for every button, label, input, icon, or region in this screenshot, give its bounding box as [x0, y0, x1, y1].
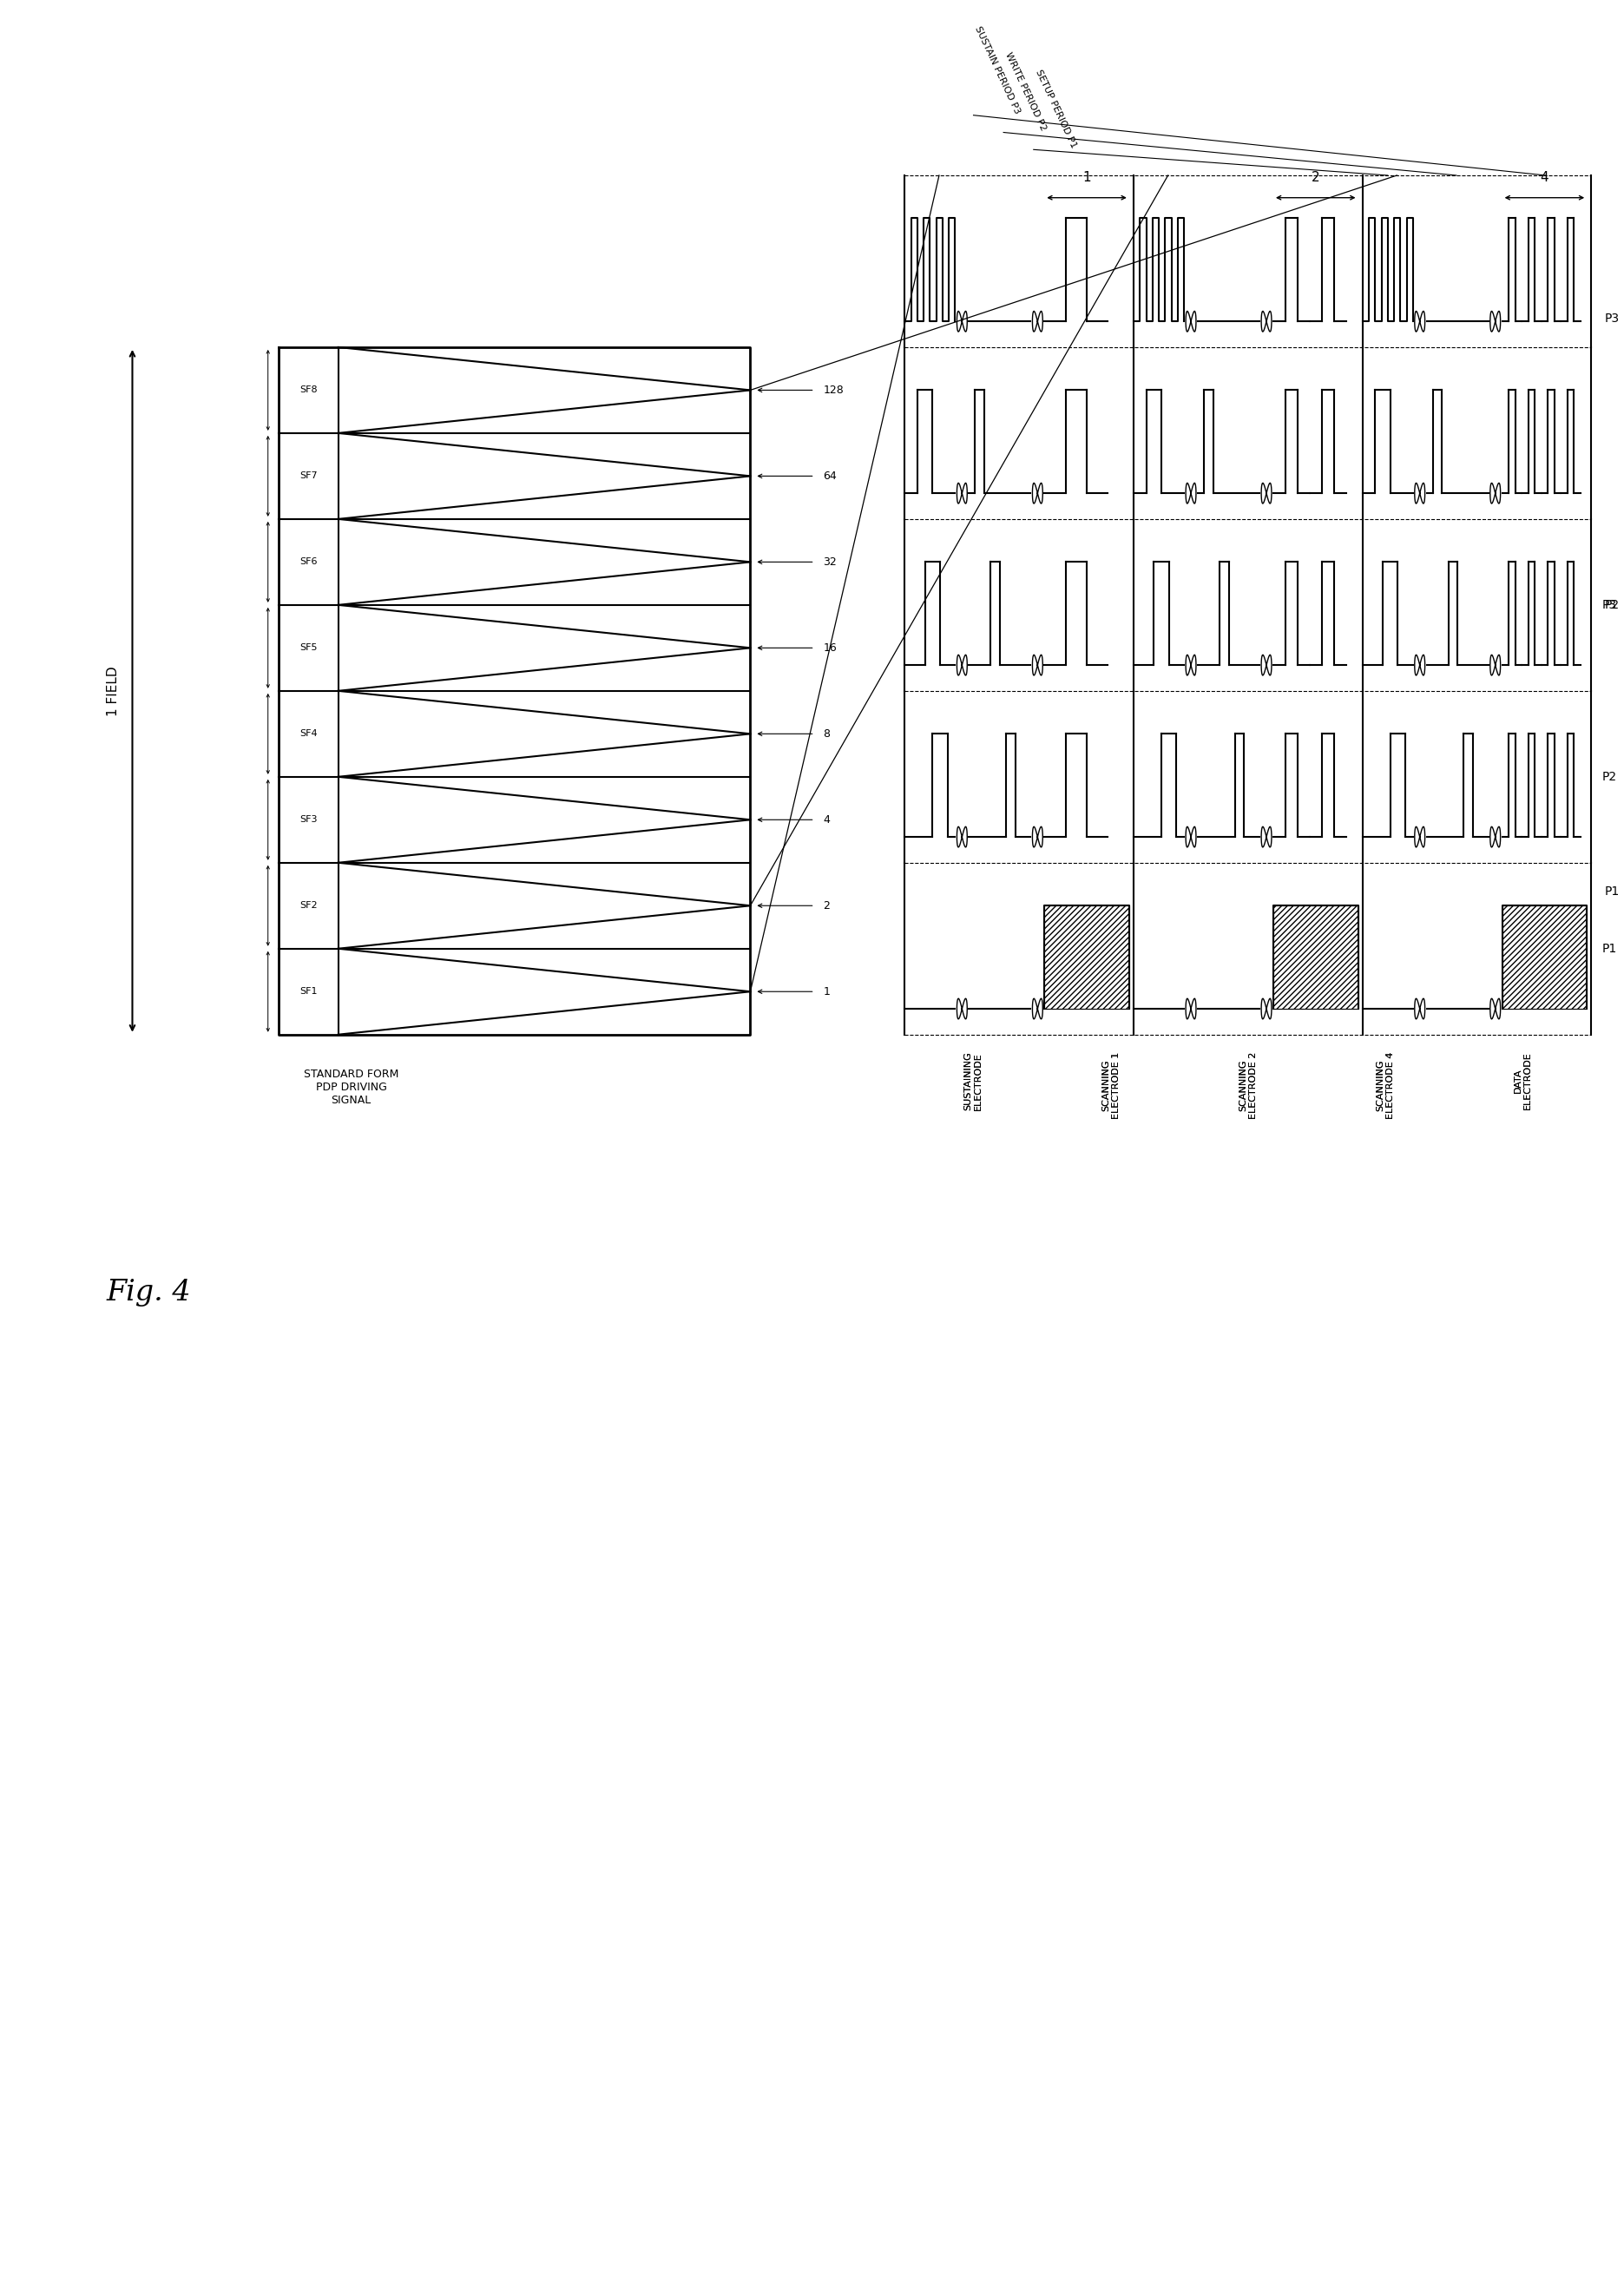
Text: P3: P3 [1601, 598, 1616, 612]
Text: WRITE PERIOD P2: WRITE PERIOD P2 [1004, 50, 1047, 132]
Text: STANDARD FORM
PDP DRIVING
SIGNAL: STANDARD FORM PDP DRIVING SIGNAL [304, 1069, 398, 1105]
Text: SF2: SF2 [299, 902, 317, 909]
Text: SF1: SF1 [299, 987, 317, 996]
Text: P2: P2 [1601, 770, 1616, 783]
Text: SCANNING
ELECTRODE 4: SCANNING ELECTRODE 4 [1376, 1051, 1395, 1119]
Text: DATA
ELECTRODE: DATA ELECTRODE [1514, 1051, 1531, 1110]
Text: 2: 2 [1312, 171, 1320, 185]
Text: P1: P1 [1605, 886, 1619, 898]
Text: DATA
ELECTRODE: DATA ELECTRODE [1514, 1051, 1531, 1110]
Text: SCANNING
ELECTRODE 2: SCANNING ELECTRODE 2 [1239, 1051, 1257, 1119]
Text: SUSTAIN PERIOD P3: SUSTAIN PERIOD P3 [973, 25, 1021, 114]
Text: 16: 16 [823, 642, 836, 653]
Bar [1273, 907, 1358, 1010]
Text: SCANNING
ELECTRODE 1: SCANNING ELECTRODE 1 [1101, 1051, 1121, 1119]
Text: 128: 128 [823, 384, 844, 395]
Text: 64: 64 [823, 471, 836, 482]
Text: SUSTAINING
ELECTRODE: SUSTAINING ELECTRODE [965, 1051, 983, 1110]
Text: Fig. 4: Fig. 4 [107, 1279, 192, 1306]
Text: SCANNING
ELECTRODE 4: SCANNING ELECTRODE 4 [1376, 1051, 1395, 1119]
Text: SF4: SF4 [299, 729, 317, 738]
Text: 4: 4 [823, 813, 830, 825]
Bar [1044, 907, 1129, 1010]
Text: SUSTAINING
ELECTRODE: SUSTAINING ELECTRODE [965, 1051, 983, 1110]
Text: SF3: SF3 [299, 815, 317, 825]
Text: 32: 32 [823, 557, 836, 569]
Text: P2: P2 [1605, 598, 1619, 612]
Text: SCANNING
ELECTRODE 1: SCANNING ELECTRODE 1 [1101, 1051, 1121, 1119]
Text: P1: P1 [1601, 943, 1618, 955]
Text: 1: 1 [823, 987, 830, 998]
Text: 4: 4 [1540, 171, 1549, 185]
Text: SF6: SF6 [299, 557, 317, 566]
Text: 1: 1 [1083, 171, 1091, 185]
Text: 2: 2 [823, 900, 830, 911]
Text: SF5: SF5 [299, 644, 317, 653]
Text: 8: 8 [823, 729, 830, 740]
Text: 1 FIELD: 1 FIELD [107, 667, 120, 715]
Text: SETUP PERIOD P1: SETUP PERIOD P1 [1033, 69, 1078, 148]
Text: P3: P3 [1605, 313, 1619, 324]
Bar [1502, 907, 1587, 1010]
Text: SCANNING
ELECTRODE 2: SCANNING ELECTRODE 2 [1239, 1051, 1257, 1119]
Text: SF7: SF7 [299, 473, 317, 480]
Text: SF8: SF8 [299, 386, 317, 395]
